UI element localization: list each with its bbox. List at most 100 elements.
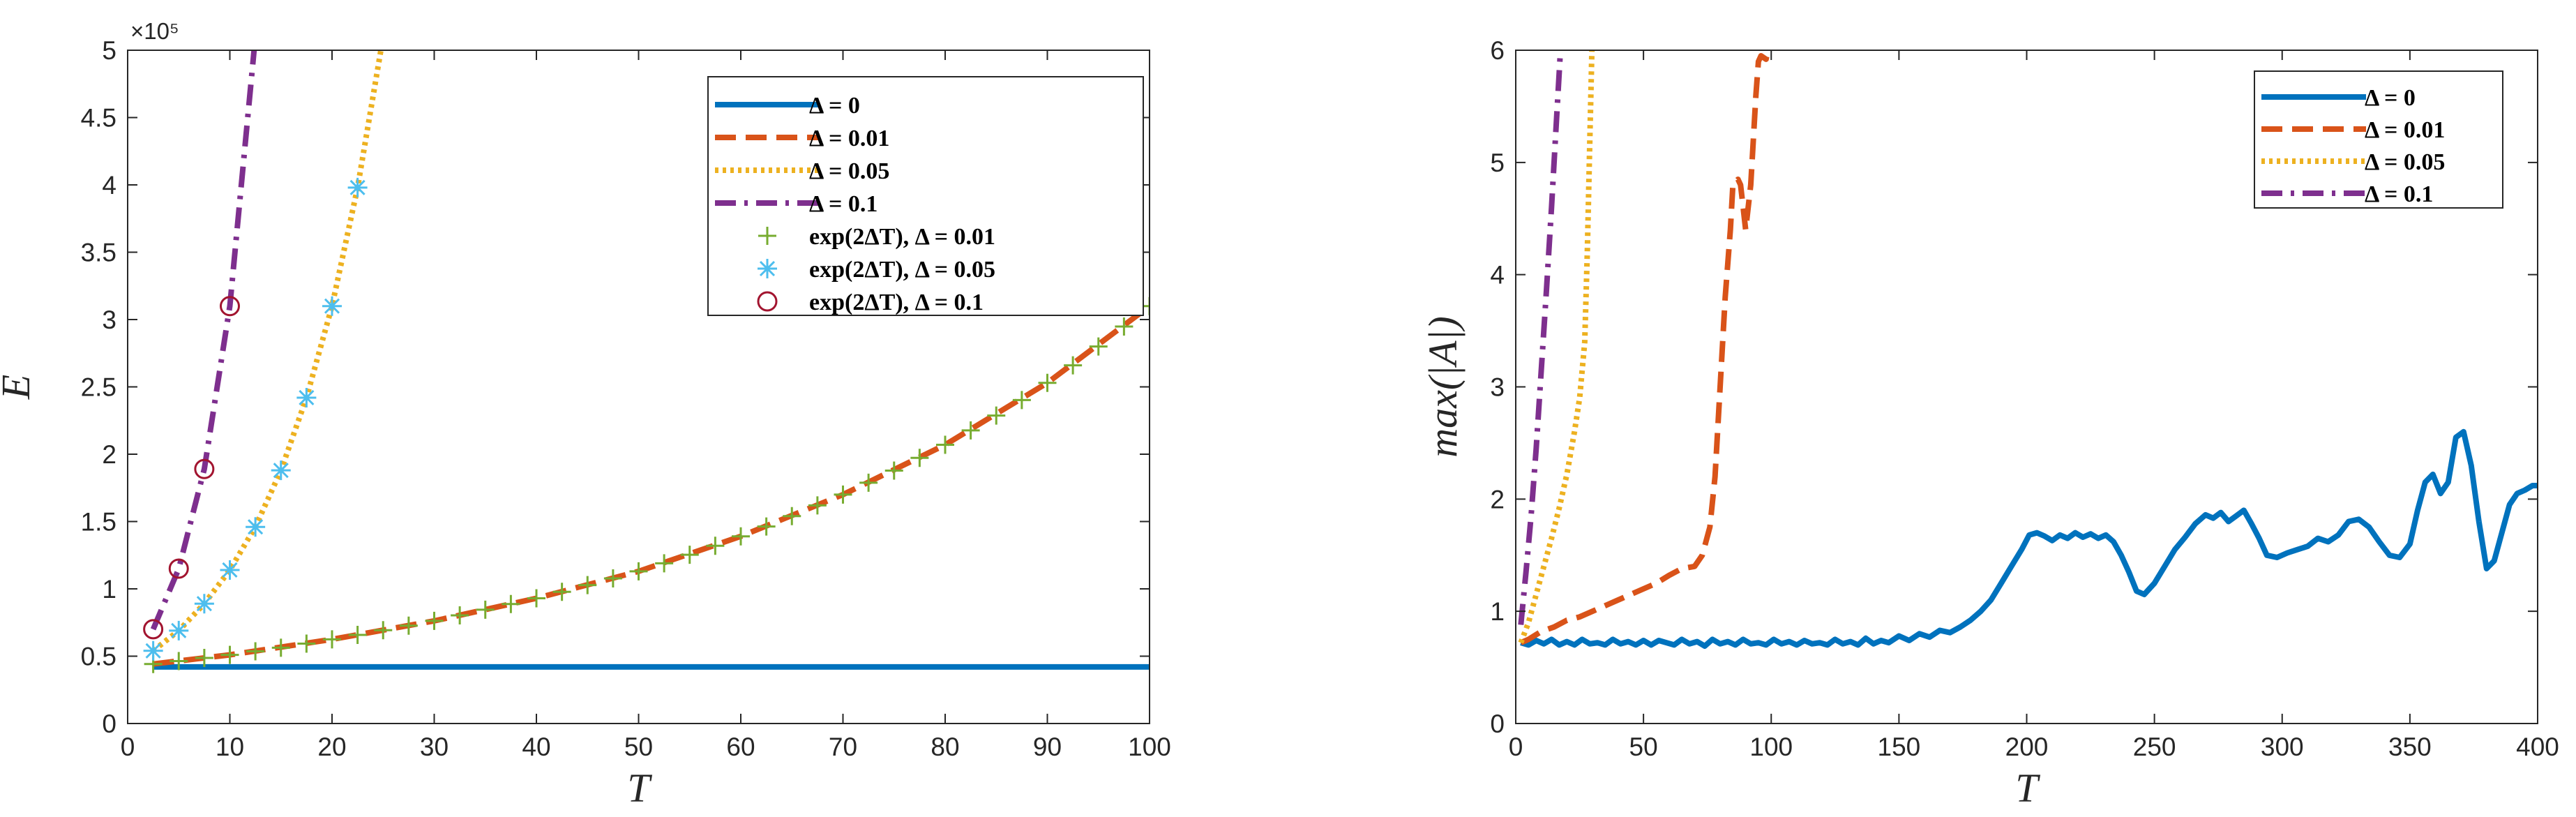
- plus-marker-27: [834, 485, 852, 504]
- plot-area: [1518, 50, 2538, 649]
- plus-marker-0: [758, 227, 776, 245]
- x-tick-label: 100: [1749, 733, 1793, 761]
- star-marker-0: [758, 259, 777, 278]
- circle-marker-3: [220, 296, 240, 317]
- x-tick-label: 150: [1878, 733, 1921, 761]
- y-tick-label: 1: [1490, 597, 1505, 626]
- legend-label-0: Δ = 0: [2365, 85, 2416, 111]
- legend-entry-3: Δ = 0.1: [2261, 181, 2433, 207]
- x-tick-label: 400: [2516, 733, 2559, 761]
- star-marker-0: [143, 640, 163, 661]
- y-tick-label: 5: [102, 36, 116, 65]
- legend: Δ = 0 Δ = 0.01 Δ = 0.05 Δ = 0.1: [2254, 70, 2503, 209]
- legend-label-1: Δ = 0.01: [809, 126, 889, 151]
- plot-area: [143, 50, 1150, 673]
- legend-entry-1: Δ = 0.01: [715, 126, 889, 151]
- series-markers-5: [143, 177, 368, 661]
- y-tick-label: 3: [102, 306, 116, 334]
- x-tick-label: 20: [317, 733, 346, 761]
- plus-marker-10: [399, 616, 418, 635]
- plus-marker-23: [732, 527, 750, 546]
- y-tick-label: 4.5: [81, 104, 116, 133]
- plus-marker-5: [271, 638, 290, 657]
- plus-marker-17: [578, 576, 597, 594]
- legend-entry-0: Δ = 0: [715, 93, 860, 119]
- circle-marker-1: [168, 558, 189, 579]
- plus-marker-11: [425, 611, 444, 630]
- plus-marker-25: [783, 507, 801, 525]
- x-tick-label: 0: [1509, 733, 1523, 761]
- series-line-2: [151, 50, 384, 653]
- plus-marker-31: [936, 435, 954, 454]
- plus-marker-1: [170, 652, 188, 670]
- plus-marker-8: [348, 626, 367, 645]
- legend-label-5: exp(2ΔT), Δ = 0.05: [809, 257, 995, 283]
- y-exponent-label: ×10⁵: [130, 18, 179, 44]
- plus-marker-32: [961, 421, 980, 440]
- plus-marker-20: [655, 554, 674, 573]
- y-tick-label: 2: [1490, 485, 1505, 514]
- legend-entry-3: Δ = 0.1: [715, 191, 878, 217]
- plus-marker-6: [297, 634, 316, 653]
- y-tick-label: 4: [102, 171, 116, 200]
- plus-marker-35: [1038, 373, 1057, 392]
- legend-label-3: Δ = 0.1: [2365, 181, 2433, 207]
- x-tick-label: 40: [522, 733, 550, 761]
- plus-marker-38: [1115, 317, 1133, 336]
- x-tick-label: 80: [931, 733, 959, 761]
- x-tick-label: 300: [2261, 733, 2304, 761]
- legend-label-6: exp(2ΔT), Δ = 0.1: [809, 290, 984, 315]
- legend-entry-2: Δ = 0.05: [2261, 149, 2445, 175]
- plus-marker-7: [323, 630, 341, 649]
- x-tick-label: 50: [624, 733, 653, 761]
- x-tick-label: 50: [1629, 733, 1658, 761]
- x-tick-label: 60: [726, 733, 755, 761]
- legend-label-4: exp(2ΔT), Δ = 0.01: [809, 224, 995, 250]
- plus-marker-36: [1064, 356, 1083, 375]
- legend-label-2: Δ = 0.05: [809, 158, 889, 184]
- plus-marker-33: [987, 406, 1006, 425]
- max-amplitude-chart: 0 50 100 150 200 250 300 350 400 0 1 2 3 4 5 6 Tmax(|A|)…: [1420, 36, 2559, 811]
- legend-label-1: Δ = 0.01: [2365, 117, 2445, 143]
- plus-marker-15: [527, 589, 545, 608]
- series-line-1: [1519, 50, 1771, 645]
- y-tick-label: 2.5: [81, 373, 116, 402]
- y-tick-label: 0: [102, 710, 116, 738]
- plus-marker-12: [451, 606, 469, 625]
- series-line-3: [1518, 50, 1564, 625]
- y-tick-label: 5: [1490, 149, 1505, 177]
- circle-marker-0: [757, 291, 778, 312]
- legend-entry-1: Δ = 0.01: [2261, 117, 2445, 143]
- energy-chart: 0 10 20 30 40 50 60 70 80 90 100 0 0.5 1 1.5 2 2.5 3 3.5 4 4…: [0, 18, 1171, 811]
- star-marker-2: [194, 594, 214, 614]
- x-tick-label: 200: [2005, 733, 2049, 761]
- plus-marker-29: [884, 461, 903, 480]
- y-tick-label: 2: [102, 440, 116, 469]
- y-tick-label: 0: [1490, 710, 1505, 738]
- x-tick-label: 10: [216, 733, 244, 761]
- series-line-0: [1520, 428, 2538, 649]
- y-tick-label: 1: [102, 575, 116, 604]
- x-tick-label: 0: [121, 733, 135, 761]
- circle-marker-2: [194, 458, 215, 479]
- series-line-3: [150, 50, 257, 631]
- star-marker-7: [322, 296, 342, 316]
- plus-marker-30: [910, 449, 929, 467]
- y-tick-label: 1.5: [81, 508, 116, 537]
- plus-marker-19: [629, 562, 648, 580]
- star-marker-3: [220, 560, 240, 580]
- plus-marker-24: [757, 517, 776, 536]
- x-tick-label: 250: [2133, 733, 2176, 761]
- x-tick-label: 70: [829, 733, 857, 761]
- legend-entry-0: Δ = 0: [2261, 85, 2416, 111]
- plus-marker-13: [476, 600, 495, 619]
- y-tick-label: 3: [1490, 373, 1505, 402]
- star-marker-1: [169, 620, 189, 640]
- legend-label-3: Δ = 0.1: [809, 191, 878, 217]
- plus-marker-18: [603, 569, 622, 587]
- plus-marker-16: [552, 583, 571, 601]
- star-marker-6: [296, 387, 317, 407]
- legend-label-0: Δ = 0: [809, 93, 860, 119]
- x-tick-label: 100: [1128, 733, 1171, 761]
